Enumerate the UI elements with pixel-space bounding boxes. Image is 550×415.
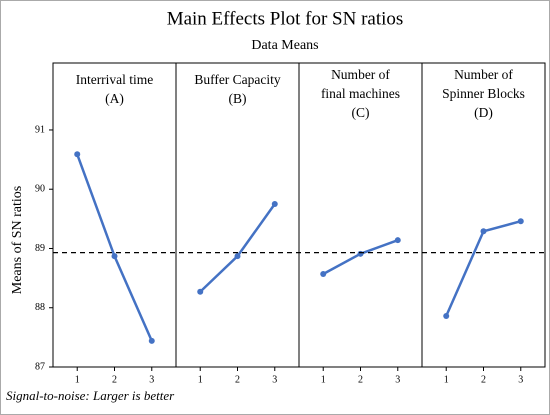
effect-point <box>480 228 487 235</box>
chart-subtitle: Data Means <box>251 38 318 53</box>
effect-point <box>197 288 204 295</box>
panel-title: (B) <box>229 91 247 106</box>
y-tick-label: 91 <box>35 124 45 135</box>
x-tick-label: 3 <box>395 374 400 385</box>
y-tick-label: 90 <box>35 184 45 195</box>
x-tick-label: 1 <box>444 374 449 385</box>
x-tick-label: 2 <box>358 374 363 385</box>
panel-title: Spinner Blocks <box>442 86 525 101</box>
panel-title: (D) <box>474 105 493 120</box>
note: Signal-to-noise: Larger is better <box>6 388 175 403</box>
panel-title: Number of <box>454 67 513 82</box>
effect-point <box>443 313 450 320</box>
panel-title: final machines <box>321 86 400 101</box>
effect-point <box>74 151 81 158</box>
x-tick-label: 1 <box>198 374 203 385</box>
panel-title: (C) <box>352 105 370 120</box>
y-tick-label: 89 <box>35 243 45 254</box>
panel-title: Buffer Capacity <box>194 72 281 87</box>
effect-point <box>148 337 155 344</box>
x-tick-label: 2 <box>112 374 117 385</box>
x-tick-label: 3 <box>149 374 154 385</box>
effect-point <box>111 253 118 260</box>
chart-title: Main Effects Plot for SN ratios <box>167 8 404 29</box>
y-tick-label: 88 <box>35 302 45 313</box>
effect-point <box>320 270 327 277</box>
y-axis-label: Means of SN ratios <box>10 186 25 295</box>
effect-point <box>234 253 241 260</box>
x-tick-label: 2 <box>481 374 486 385</box>
effect-point <box>271 201 278 208</box>
x-tick-label: 3 <box>518 374 523 385</box>
x-tick-label: 3 <box>272 374 277 385</box>
x-tick-label: 1 <box>321 374 326 385</box>
panel-title: (A) <box>105 91 124 106</box>
x-tick-label: 2 <box>235 374 240 385</box>
panel-title: Number of <box>331 67 390 82</box>
effect-point <box>517 218 524 225</box>
effect-point <box>357 250 364 257</box>
y-tick-label: 87 <box>35 361 45 372</box>
effect-point <box>394 237 401 244</box>
panel-title: Interrival time <box>76 72 154 87</box>
x-tick-label: 1 <box>75 374 80 385</box>
